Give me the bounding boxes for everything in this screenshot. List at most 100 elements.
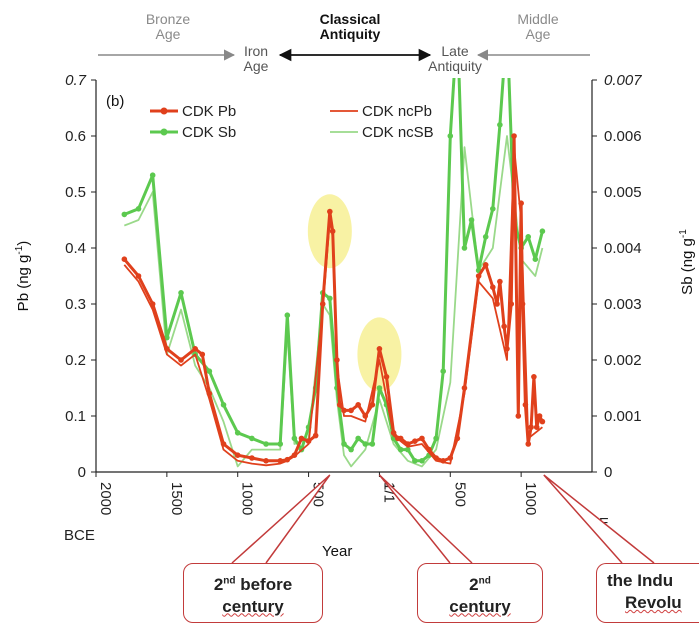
era-classical-antiquity-line-0: Classical	[320, 11, 381, 27]
cdk-pb-point	[277, 458, 284, 464]
cdk-sb-point	[376, 385, 383, 391]
callout-pointers	[231, 474, 655, 564]
cdk-sb-point	[369, 441, 376, 447]
left-y-tick-label: 0.7	[65, 72, 87, 89]
left-y-tick-label: 0.1	[65, 408, 86, 425]
cdk-pb-point	[355, 402, 361, 408]
cdk-pb-point	[419, 435, 425, 442]
cdk-pb-point	[404, 441, 411, 447]
cdk-pb-point	[397, 435, 404, 442]
era-timeline: BronzeAgeMiddleAgeClassicalAntiquityIron…	[98, 11, 590, 74]
callout-line1: 2nd before	[213, 574, 293, 594]
cdk-sb-point	[461, 245, 468, 251]
cdk-pb-point	[511, 133, 517, 139]
cdk-pb-point	[164, 346, 170, 352]
cdk-sb-point	[327, 295, 333, 302]
cdk-sb-point	[121, 211, 128, 218]
x-tick-label: 500	[310, 482, 327, 507]
cdk-pb-point	[135, 273, 142, 279]
era-classical-antiquity-line-1: Antiquity	[320, 26, 381, 42]
panel-label: (b)	[106, 93, 124, 110]
cdk-pb-point	[334, 357, 340, 363]
peak-highlights	[307, 194, 402, 392]
cdk-pb-point	[348, 407, 354, 414]
cdk-sb-point	[490, 206, 496, 212]
cdk-pb-point	[327, 208, 333, 215]
cdk-sb-point	[504, 21, 510, 27]
cdk-pb-point	[369, 402, 376, 408]
cdk-sb-point	[355, 435, 361, 442]
cdk-sb-point	[263, 441, 269, 447]
x-tick-label: 1000	[239, 482, 256, 515]
cdk-pb-point	[539, 418, 546, 425]
left-y-tick-label: 0.3	[65, 296, 86, 313]
callout-pointer-2nd-before-century	[231, 474, 331, 564]
cdk-pb-point	[525, 441, 532, 447]
cdk-sb-point	[149, 172, 156, 178]
x-tick-label: 500	[451, 482, 468, 507]
cdk-pb-point	[494, 301, 500, 307]
cdk-pb-point	[461, 385, 468, 391]
era-bronze-age-line-0: Bronze	[146, 11, 191, 27]
cdk-sb-point	[482, 234, 489, 240]
cdk-sb-point	[206, 368, 213, 375]
cdk-pb-point	[412, 438, 418, 445]
right-y-tick-label: 0.003	[604, 296, 642, 313]
cdk-pb-point	[528, 424, 534, 431]
legend-marker-cdk-sb	[160, 128, 168, 136]
cdk-pb-point	[522, 402, 529, 408]
cdk-pb-point	[383, 374, 390, 380]
cdk-pb-point	[329, 228, 336, 234]
cdk-sb-point	[234, 430, 241, 436]
cdk-pb-point	[508, 301, 515, 307]
cdk-sb-point	[412, 458, 418, 464]
cdk-pb-point	[433, 455, 439, 461]
cdk-sb-point	[397, 446, 404, 453]
cdk-pb-point	[199, 351, 206, 358]
right-y-tick-label: 0.005	[604, 184, 642, 201]
legend-label-cdk-ncpb: CDK ncPb	[362, 103, 432, 120]
era-middle-age-line-0: Middle	[517, 11, 558, 27]
left-y-tick-label: 0.6	[65, 128, 86, 145]
callout-industrial-revolution: the Indu Revolu	[596, 563, 699, 623]
x-tick-label: 2000	[97, 482, 114, 515]
era-middle-age-line-1: Age	[526, 26, 551, 42]
era-iron-age-line-1: Age	[244, 58, 269, 74]
axes: 0 0.1 0.2 0.3 0.4 0.5 0.6 0.7 0 0.001 0.002 0.003 0.…	[14, 72, 696, 560]
cdk-pb-point	[341, 407, 347, 414]
callout-line2: century	[222, 596, 284, 616]
cdk-sb-point	[497, 122, 503, 128]
cdk-sb-point	[178, 290, 184, 296]
cdk-pb-point	[336, 402, 343, 408]
left-y-tick-label: 0.5	[65, 184, 86, 201]
left-y-tick-label: 0.2	[65, 352, 86, 369]
cdk-pb-point	[390, 430, 397, 436]
cdk-pb-point	[284, 456, 291, 463]
cdk-ncsb-line	[123, 135, 544, 468]
callout-pointer-industrial-revolution	[543, 474, 655, 564]
cdk-sb-point	[447, 133, 454, 139]
cdk-sb-point	[341, 441, 347, 447]
cdk-pb-point	[149, 301, 156, 307]
cdk-sb-point	[291, 435, 298, 442]
cdk-sb-point	[249, 435, 255, 442]
cdk-pb-point	[291, 452, 298, 459]
cdk-pb-point	[426, 446, 432, 453]
cdk-pb-point	[192, 346, 198, 352]
cdk-sb-point	[135, 206, 142, 212]
legend-label-cdk-ncsb: CDK ncSB	[362, 124, 434, 141]
left-y-tick-label: 0.4	[65, 240, 86, 257]
cdk-pb-point	[531, 374, 537, 380]
cdk-pb-point	[515, 413, 522, 419]
x-era-left-label: BCE	[64, 527, 95, 544]
cdk-sb-point	[532, 256, 539, 263]
right-y-tick-label: 0.002	[604, 352, 642, 369]
right-y-axis-title: Sb (ng g-1	[678, 229, 696, 295]
cdk-pb-point	[440, 458, 447, 464]
cdk-pb-point	[490, 284, 496, 291]
cdk-sb-point	[419, 458, 425, 464]
cdk-pb-point	[319, 301, 326, 307]
cdk-pb-point	[475, 273, 482, 279]
cdk-sb-point	[284, 312, 291, 319]
callout-2nd-before-century: 2nd before century	[183, 563, 323, 623]
